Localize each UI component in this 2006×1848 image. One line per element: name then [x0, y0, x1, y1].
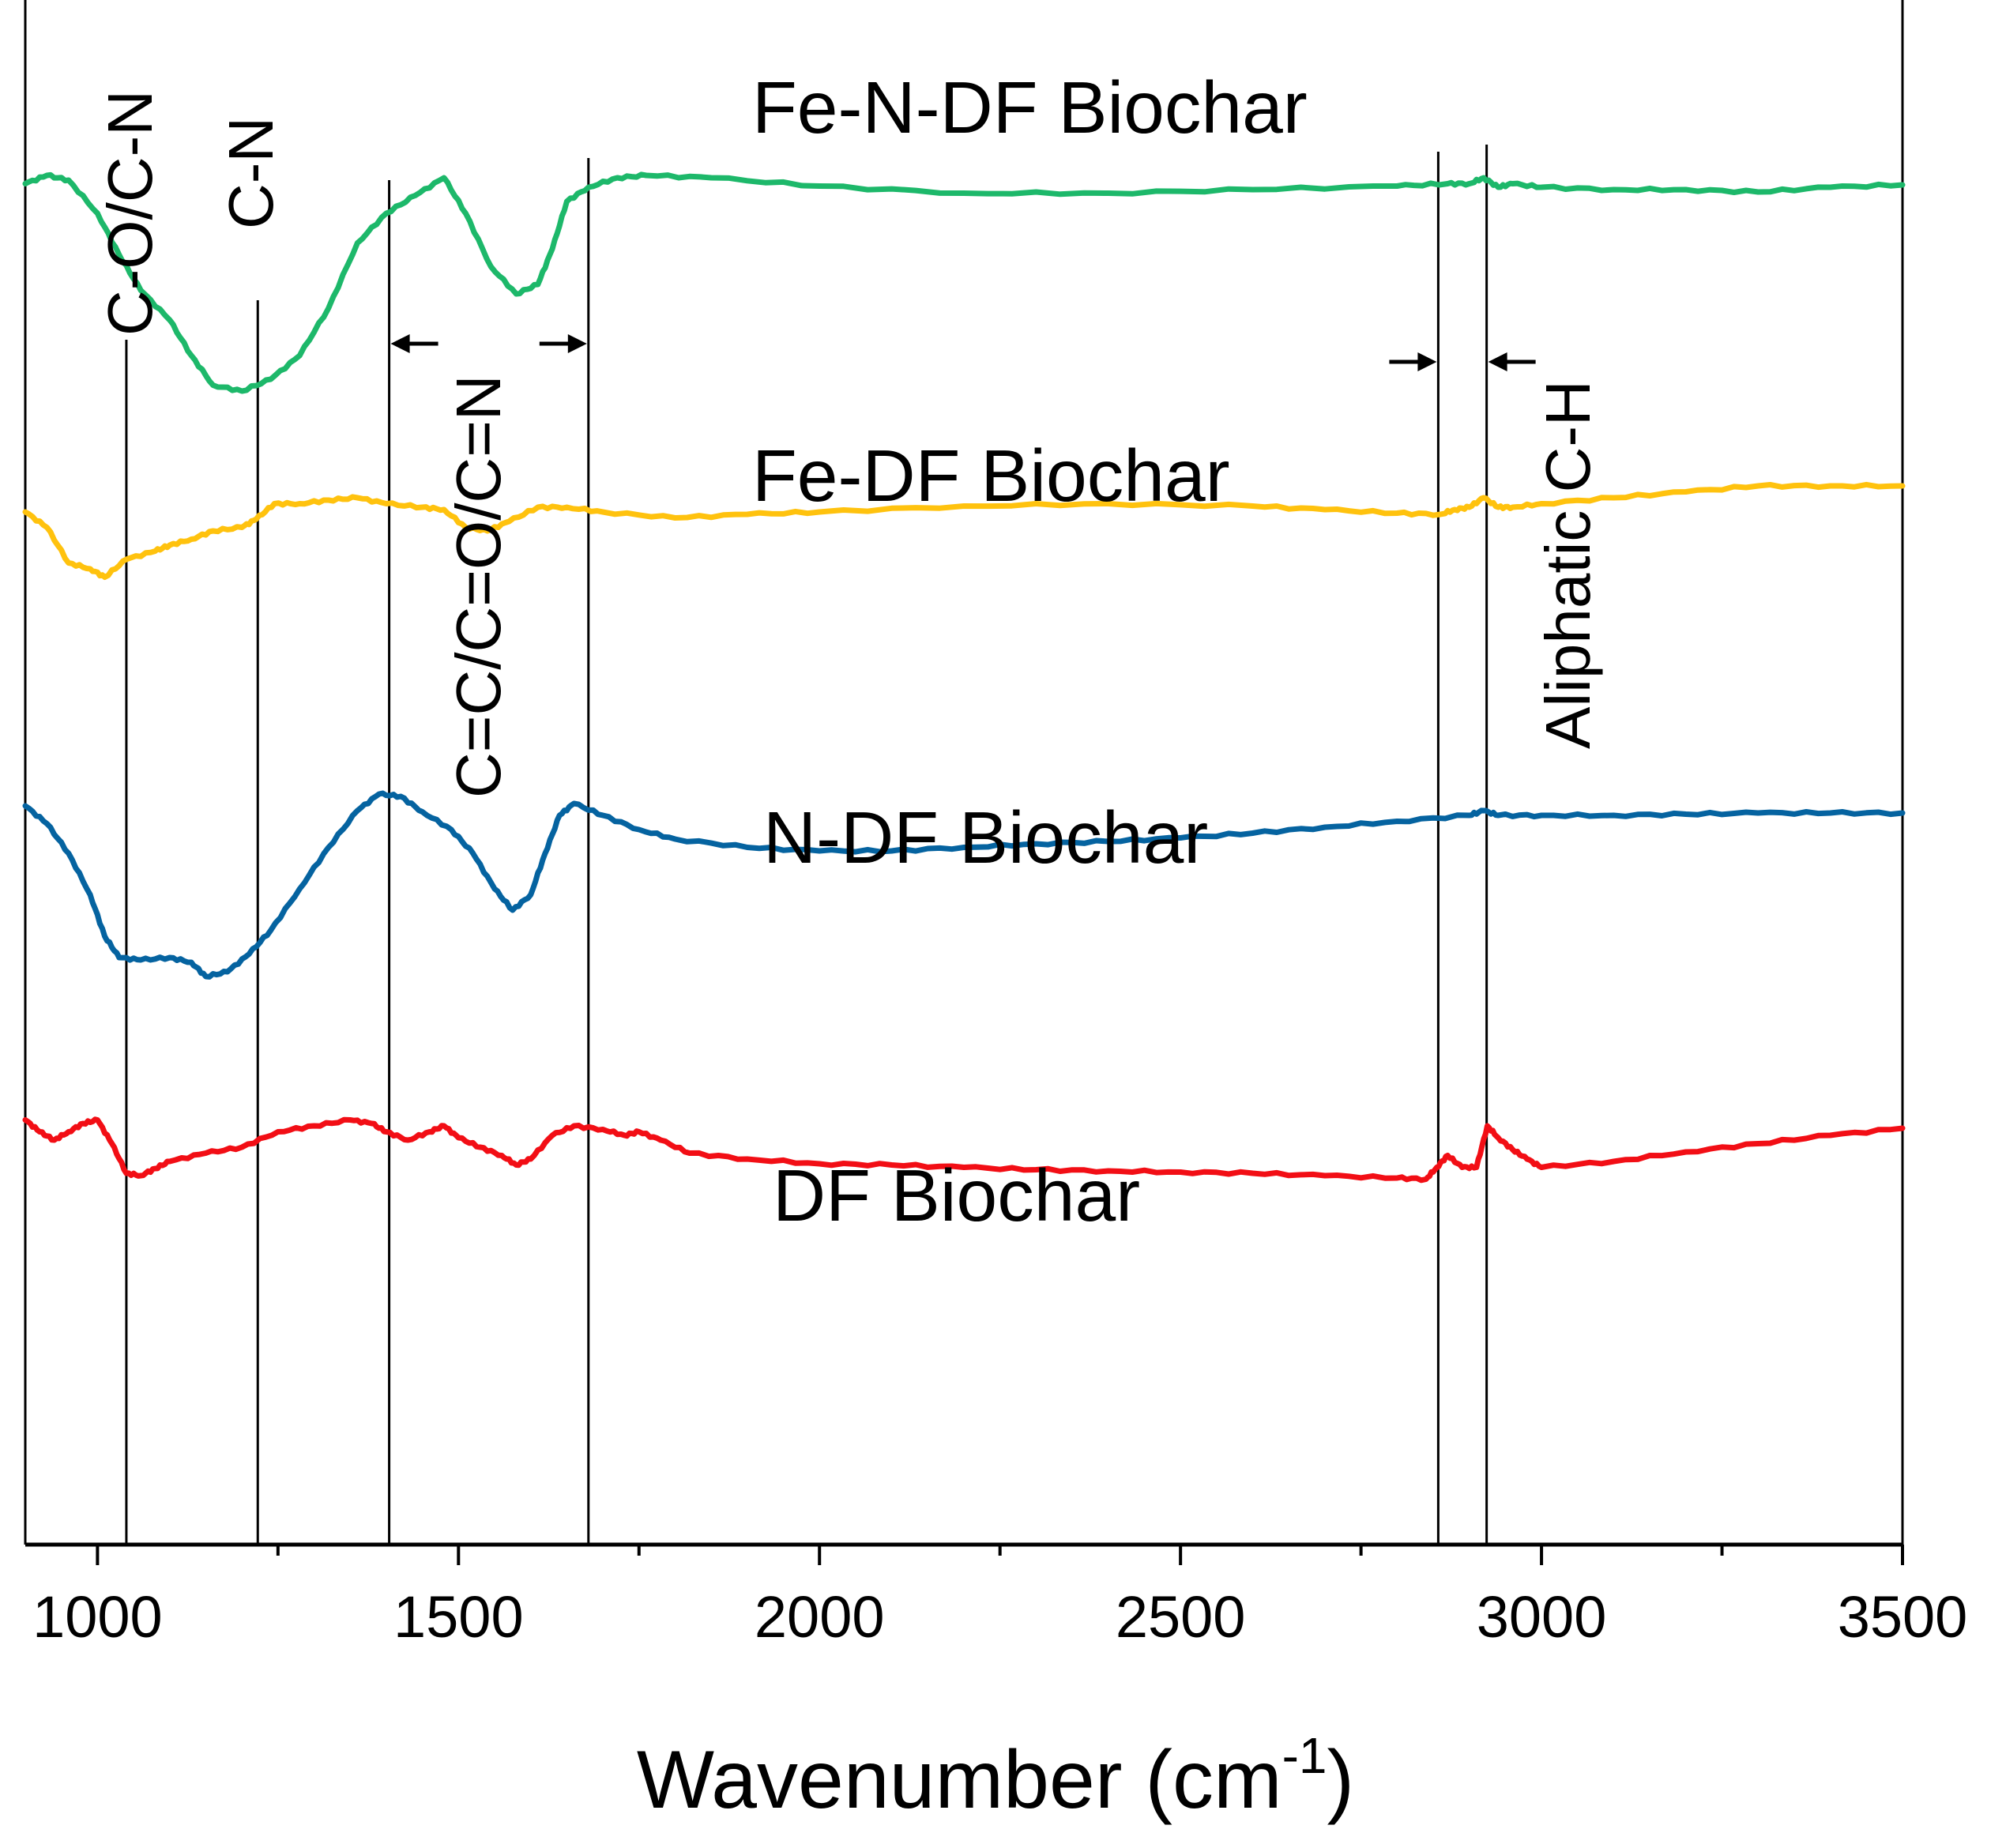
x-tick-label: 1000 [32, 1584, 163, 1650]
series-label-fe-n-df: Fe-N-DF Biochar [752, 66, 1308, 149]
annotation-c-c-c-o-c-n: C=C/C=O/C=N [443, 374, 514, 798]
spectra-series [22, 171, 1906, 1184]
arrow-right-2857-head [1417, 352, 1437, 371]
x-tick-label: 1500 [393, 1584, 524, 1650]
series-n-df [22, 790, 1906, 980]
arrow-left-1404-head [390, 334, 410, 353]
x-tick-label: 2500 [1116, 1584, 1246, 1650]
arrow-right-1680-head [567, 334, 587, 353]
series-fe-n-df [22, 171, 1906, 394]
x-axis-title-superscript: -1 [1282, 1727, 1327, 1784]
annotation-aliphatic-c-h: Aliphatic C-H [1533, 380, 1603, 749]
x-tick-label: 3000 [1477, 1584, 1607, 1650]
band-arrows [390, 334, 1536, 371]
series-df [22, 1116, 1906, 1184]
annotation-c-n: C-N [216, 117, 286, 229]
x-tick-label: 2000 [755, 1584, 885, 1650]
reference-lines [125, 145, 1489, 1545]
series-label-df: DF Biochar [773, 1154, 1140, 1236]
x-axis-title: Wavenumber (cm-1) [637, 1727, 1354, 1826]
arrow-left-2924-head [1488, 352, 1507, 371]
series-fe-df [22, 481, 1906, 580]
series-label-n-df: N-DF Biochar [763, 796, 1208, 879]
plot-axes: 1000 1500 2000 2500 3000 3500 [24, 0, 1968, 1650]
x-tick-label: 3500 [1838, 1584, 1968, 1650]
series-label-fe-df: Fe-DF Biochar [752, 435, 1230, 517]
annotation-c-o-c-n: C-O/C-N [95, 90, 165, 336]
